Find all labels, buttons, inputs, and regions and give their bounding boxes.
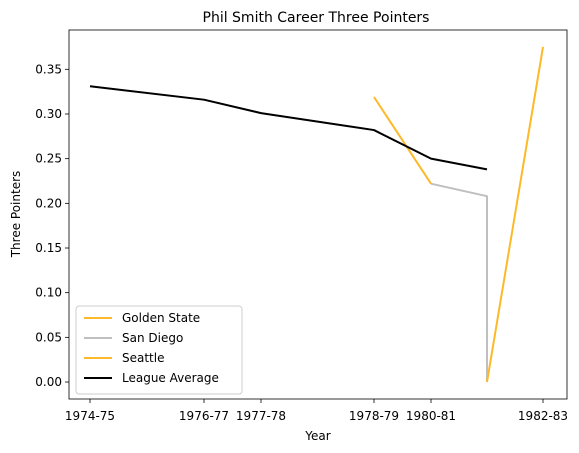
x-tick-label: 1977-78 — [236, 409, 286, 423]
y-axis-label: Three Pointers — [9, 171, 23, 259]
legend-label: San Diego — [122, 331, 183, 345]
series-lines — [89, 46, 544, 383]
x-tick-label: 1980-81 — [406, 409, 456, 423]
chart-title: Phil Smith Career Three Pointers — [203, 10, 430, 26]
x-axis-label: Year — [304, 429, 330, 443]
x-tick-label: 1976-77 — [179, 409, 229, 423]
y-axis: 0.00 0.05 0.10 0.15 0.20 0.25 0.30 0.35 — [35, 62, 69, 389]
plot-frame — [68, 29, 568, 400]
legend-label: Golden State — [122, 311, 200, 325]
legend-label: Seattle — [122, 351, 164, 365]
legend-box — [75, 305, 243, 395]
legend-label: League Average — [122, 371, 219, 385]
series-line-san-diego — [430, 182, 488, 383]
y-tick-label: 0.00 — [35, 375, 62, 389]
x-tick-label: 1974-75 — [65, 409, 115, 423]
y-tick-label: 0.25 — [35, 152, 62, 166]
x-axis: 1974-75 1976-77 1977-78 1978-79 1980-81 1982-… — [65, 399, 568, 423]
y-tick-label: 0.35 — [35, 62, 62, 76]
series-line-seattle — [486, 46, 544, 383]
x-tick-label: 1982-83 — [518, 409, 568, 423]
y-tick-label: 0.10 — [35, 286, 62, 300]
series-line-league-average — [89, 85, 488, 171]
y-tick-label: 0.20 — [35, 196, 62, 210]
y-tick-label: 0.15 — [35, 241, 62, 255]
y-tick-label: 0.30 — [35, 107, 62, 121]
series-line-golden-state — [373, 96, 432, 185]
x-tick-label: 1978-79 — [349, 409, 399, 423]
legend: Golden State San Diego Seattle League Avera… — [75, 305, 243, 395]
y-tick-label: 0.05 — [35, 330, 62, 344]
